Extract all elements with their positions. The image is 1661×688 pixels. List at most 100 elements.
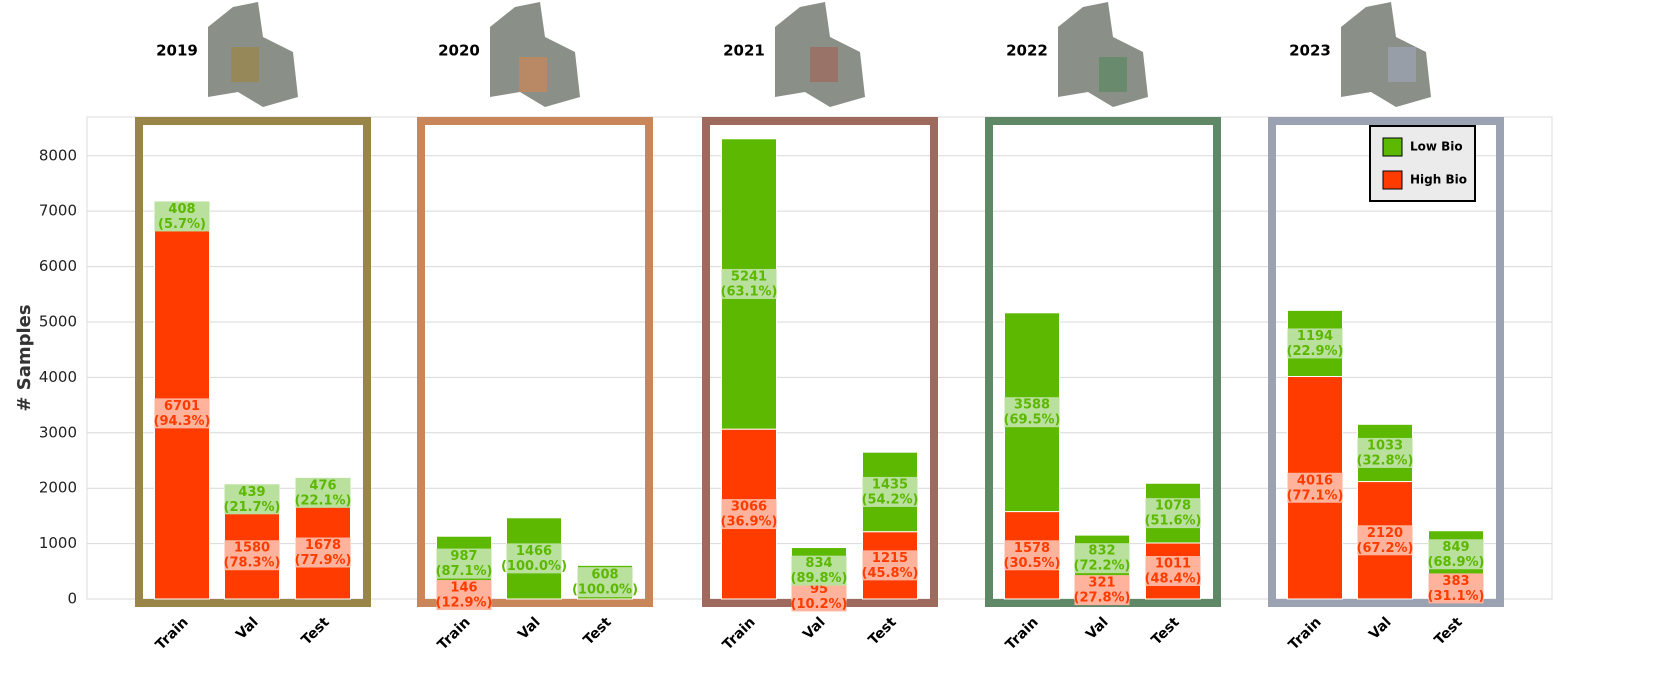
x-tick-label: Test bbox=[581, 614, 615, 648]
value-label: 383 bbox=[1442, 574, 1469, 589]
group-frame bbox=[135, 117, 371, 607]
y-tick-label: 0 bbox=[67, 590, 77, 608]
value-label-background bbox=[295, 537, 351, 568]
value-label: 1580 bbox=[234, 541, 270, 556]
value-label-background bbox=[224, 540, 280, 571]
value-label-background bbox=[436, 548, 492, 579]
value-label: 1078 bbox=[1155, 499, 1191, 514]
group-frame bbox=[417, 117, 653, 607]
percent-label: (48.4%) bbox=[1145, 571, 1202, 586]
percent-label: (67.2%) bbox=[1357, 541, 1414, 556]
map-icon bbox=[490, 2, 580, 107]
percent-label: (22.1%) bbox=[295, 493, 352, 508]
percent-label: (54.2%) bbox=[862, 492, 919, 507]
y-tick-label: 6000 bbox=[39, 257, 77, 275]
value-label-background bbox=[506, 543, 562, 574]
percent-label: (69.5%) bbox=[1004, 413, 1061, 428]
value-label-background bbox=[862, 550, 918, 581]
percent-label: (31.1%) bbox=[1428, 589, 1485, 604]
map-region bbox=[810, 47, 838, 82]
group-label: 2020 bbox=[438, 42, 480, 60]
value-label: 1466 bbox=[516, 544, 552, 559]
value-label-background bbox=[1287, 472, 1343, 503]
y-axis-label: # Samples bbox=[14, 304, 35, 411]
value-label: 849 bbox=[1442, 540, 1469, 555]
percent-label: (68.9%) bbox=[1428, 555, 1485, 570]
value-label: 1011 bbox=[1155, 556, 1191, 571]
y-tick-label: 1000 bbox=[39, 534, 77, 552]
legend-label: High Bio bbox=[1410, 173, 1467, 187]
value-label-background bbox=[1357, 437, 1413, 468]
percent-label: (100.0%) bbox=[572, 583, 638, 598]
value-label-background bbox=[1357, 525, 1413, 556]
value-label: 608 bbox=[591, 568, 618, 583]
y-tick-label: 5000 bbox=[39, 312, 77, 330]
x-tick-label: Train bbox=[1003, 614, 1042, 653]
percent-label: (63.1%) bbox=[721, 284, 778, 299]
percent-label: (78.3%) bbox=[224, 556, 281, 571]
percent-label: (72.2%) bbox=[1074, 559, 1131, 574]
x-tick-label: Val bbox=[1366, 614, 1395, 643]
x-tick-label: Test bbox=[1432, 614, 1466, 648]
value-label-background bbox=[154, 201, 210, 232]
value-label-background bbox=[1004, 397, 1060, 428]
x-tick-label: Val bbox=[233, 614, 262, 643]
percent-label: (77.1%) bbox=[1287, 488, 1344, 503]
percent-label: (30.5%) bbox=[1004, 556, 1061, 571]
x-tick-label: Val bbox=[1083, 614, 1112, 643]
value-label-background bbox=[1074, 575, 1130, 606]
value-label: 476 bbox=[309, 478, 336, 493]
value-label-background bbox=[721, 268, 777, 299]
percent-label: (5.7%) bbox=[158, 217, 206, 232]
map-region bbox=[519, 57, 547, 92]
x-tick-label: Train bbox=[720, 614, 759, 653]
value-label-background bbox=[1074, 543, 1130, 574]
y-tick-label: 3000 bbox=[39, 423, 77, 441]
legend-box bbox=[1369, 125, 1476, 202]
value-label: 987 bbox=[450, 549, 477, 564]
value-label: 1033 bbox=[1367, 438, 1403, 453]
map-region bbox=[1388, 47, 1416, 82]
group-label: 2021 bbox=[723, 42, 765, 60]
percent-label: (77.9%) bbox=[295, 553, 352, 568]
value-label-background bbox=[721, 499, 777, 530]
value-label-background bbox=[791, 581, 847, 612]
legend-swatch bbox=[1382, 170, 1403, 190]
percent-label: (27.8%) bbox=[1074, 591, 1131, 606]
x-tick-label: Train bbox=[1286, 614, 1325, 653]
percent-label: (21.7%) bbox=[224, 500, 281, 515]
value-label-background bbox=[1428, 539, 1484, 570]
y-tick-label: 8000 bbox=[39, 146, 77, 164]
value-label-background bbox=[154, 398, 210, 429]
value-label-background bbox=[1145, 555, 1201, 586]
value-label-background bbox=[295, 477, 351, 508]
value-label: 834 bbox=[805, 556, 832, 571]
percent-label: (12.9%) bbox=[436, 595, 493, 610]
value-label-background bbox=[1428, 573, 1484, 604]
group-label: 2023 bbox=[1289, 42, 1331, 60]
value-label: 1215 bbox=[872, 551, 908, 566]
value-label: 6701 bbox=[164, 399, 200, 414]
value-label: 5241 bbox=[731, 269, 767, 284]
value-label: 439 bbox=[238, 485, 265, 500]
value-label: 4016 bbox=[1297, 473, 1333, 488]
percent-label: (10.2%) bbox=[791, 597, 848, 612]
value-label: 1678 bbox=[305, 538, 341, 553]
map-icon bbox=[1341, 2, 1431, 107]
group-label: 2022 bbox=[1006, 42, 1048, 60]
value-label-background bbox=[1287, 328, 1343, 359]
value-label-background bbox=[791, 555, 847, 586]
value-label: 146 bbox=[450, 580, 477, 595]
x-tick-label: Val bbox=[800, 614, 829, 643]
percent-label: (45.8%) bbox=[862, 566, 919, 581]
group-label: 2019 bbox=[156, 42, 198, 60]
value-label: 832 bbox=[1088, 544, 1115, 559]
percent-label: (94.3%) bbox=[154, 414, 211, 429]
percent-label: (32.8%) bbox=[1357, 453, 1414, 468]
value-label-background bbox=[1145, 498, 1201, 529]
legend-swatch bbox=[1382, 137, 1403, 157]
group-frame bbox=[1268, 117, 1504, 607]
x-tick-label: Val bbox=[515, 614, 544, 643]
legend-label: Low Bio bbox=[1410, 140, 1463, 154]
